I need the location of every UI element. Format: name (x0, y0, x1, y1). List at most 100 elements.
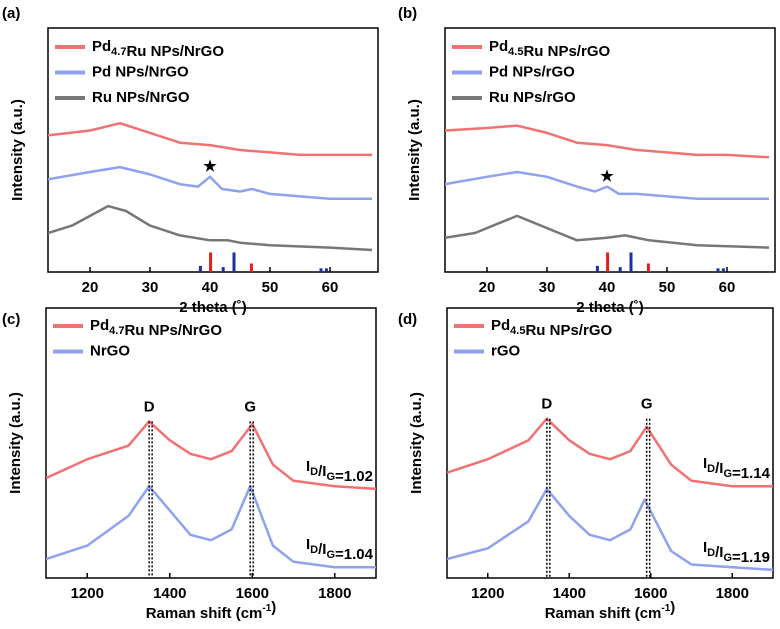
x-tick-label: 1600 (236, 585, 269, 602)
x-tick-label: 40 (202, 279, 219, 296)
x-axis-label-part: Raman shift (cm (146, 605, 263, 622)
data-line (48, 204, 373, 252)
data-line (445, 214, 770, 249)
panel-label: (c) (2, 311, 20, 328)
ratio-annotation-part: =1.02 (335, 468, 373, 485)
data-line (46, 484, 376, 569)
ratio-annotation: ID/IG=1.04 (306, 536, 374, 563)
legend-label-part: Pd (491, 317, 510, 334)
ratio-annotation-sub: G (326, 549, 335, 561)
x-axis-label: Raman shift (cm-1) (146, 599, 277, 622)
x-tick-label: 1200 (471, 585, 504, 602)
legend-label: Pd4.7Ru NPs/NrGO (90, 317, 222, 339)
ratio-annotation-sub: D (310, 466, 318, 478)
legend-label: Pd NPs/rGO (489, 63, 575, 80)
y-axis-label: Intensity (a.u.) (9, 99, 26, 201)
panel-label: (b) (398, 5, 417, 22)
ratio-annotation: ID/IG=1.14 (703, 455, 771, 482)
legend-label: Pd4.5Ru NPs/rGO (491, 317, 612, 339)
ratio-annotation-part: /I (318, 463, 326, 480)
x-tick-label: 1400 (553, 585, 586, 602)
ratio-annotation-part: /I (715, 460, 723, 477)
legend-label-part: Ru NPs/NrGO (126, 43, 224, 60)
ratio-annotation-sub: G (723, 552, 732, 564)
ratio-annotation-part: =1.04 (335, 546, 374, 563)
legend-label-sub: 4.7 (111, 46, 126, 58)
x-tick-label: 50 (659, 279, 676, 296)
legend-label: rGO (491, 342, 521, 359)
legend-label: NrGO (90, 342, 130, 359)
data-line (46, 420, 376, 491)
legend-label-sub: 4.5 (508, 46, 523, 58)
x-tick-label: 1800 (716, 585, 749, 602)
data-line (447, 417, 773, 488)
x-tick-label: 1800 (318, 585, 351, 602)
ratio-annotation: ID/IG=1.19 (703, 539, 770, 566)
x-tick-label: 30 (539, 279, 556, 296)
x-axis-label-part: ) (670, 599, 675, 616)
x-tick-label: 20 (82, 279, 99, 296)
legend-label-part: Ru NPs/rGO (525, 322, 612, 339)
legend-label-part: Pd (90, 317, 109, 334)
ratio-annotation-part: I (306, 536, 310, 553)
ratio-annotation-sub: D (707, 547, 715, 559)
ratio-annotation-part: I (703, 455, 707, 472)
x-axis-label-part: ) (271, 599, 276, 616)
peak-label: G (641, 396, 653, 413)
ratio-annotation-part: /I (318, 541, 326, 558)
ratio-annotation-sub: D (707, 463, 715, 475)
data-line (445, 170, 769, 201)
legend-label-part: Ru NPs/NrGO (124, 322, 222, 339)
plot-frame (446, 307, 774, 579)
panel-label: (a) (2, 5, 20, 22)
y-axis-label: Intensity (a.u.) (7, 392, 24, 494)
legend-label: Ru NPs/rGO (489, 89, 576, 106)
ratio-annotation-part: I (306, 458, 310, 475)
data-line (48, 165, 372, 201)
x-axis-label-part: Raman shift (cm (545, 605, 662, 622)
peak-label: D (541, 396, 552, 413)
panel: (d) 1200 1400 1600 1800 Raman shift (cm-1) Int… (398, 307, 774, 622)
legend-label: Pd4.5Ru NPs/rGO (489, 38, 610, 60)
y-axis-label: Intensity (a.u.) (406, 99, 423, 201)
legend-label-sub: 4.7 (109, 325, 124, 337)
plot-frame (47, 27, 379, 273)
x-tick-label: 20 (479, 279, 496, 296)
x-tick-label: 1600 (634, 585, 667, 602)
legend-label-part: Pd (489, 38, 508, 55)
legend-label: Ru NPs/NrGO (92, 89, 190, 106)
ratio-annotation-sub: G (723, 468, 732, 480)
peak-label: D (144, 398, 155, 415)
x-tick-label: 1400 (153, 585, 186, 602)
x-axis-label-sup: -1 (661, 603, 670, 614)
peak-label: G (244, 398, 256, 415)
ratio-annotation-part: /I (715, 544, 723, 561)
data-line (445, 124, 770, 159)
panel: (c) 1200 1400 1600 1800 Raman shift (cm-1) Int… (2, 307, 377, 622)
panel-label: (d) (398, 311, 417, 328)
x-tick-label: 60 (322, 279, 339, 296)
legend-label-part: Ru NPs/rGO (523, 43, 610, 60)
ratio-annotation: ID/IG=1.02 (306, 458, 373, 485)
x-tick-label: 60 (719, 279, 736, 296)
panel: (a)20 30 40 50 602 theta (˚)Intensity (a.u.)… (2, 5, 379, 316)
y-axis-label: Intensity (a.u.) (408, 392, 425, 494)
ratio-annotation-part: =1.14 (732, 465, 771, 482)
peak-marker: ★ (600, 168, 614, 185)
legend-label-sub: 4.5 (510, 325, 525, 337)
x-axis-label-sup: -1 (262, 603, 271, 614)
ratio-annotation-part: =1.19 (732, 549, 770, 566)
legend-label: Pd4.7Ru NPs/NrGO (92, 38, 224, 60)
panel: (b)20 30 40 50 602 theta (˚)Intensity (a.u.)… (398, 5, 776, 316)
ratio-annotation-sub: D (310, 544, 318, 556)
plot-frame (45, 307, 377, 579)
x-axis-label: Raman shift (cm-1) (545, 599, 676, 622)
legend-label-part: Pd (92, 38, 111, 55)
ratio-annotation-part: I (703, 539, 707, 556)
x-tick-label: 1200 (71, 585, 104, 602)
ratio-annotation-sub: G (326, 471, 335, 483)
data-line (447, 487, 773, 572)
plot-frame (444, 27, 776, 273)
x-tick-label: 40 (599, 279, 616, 296)
